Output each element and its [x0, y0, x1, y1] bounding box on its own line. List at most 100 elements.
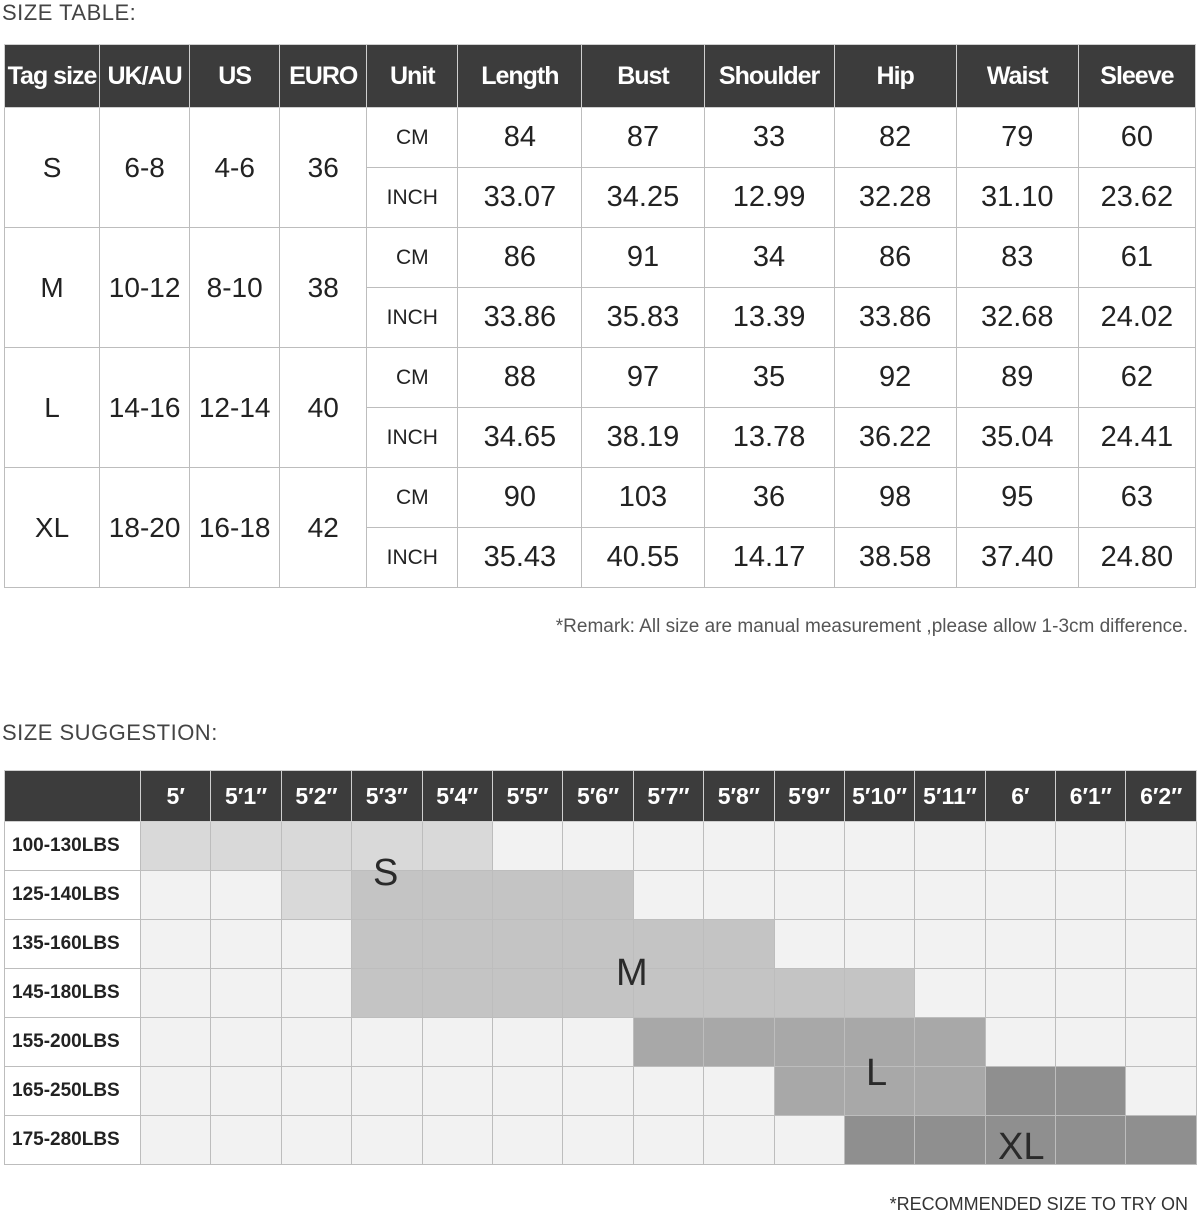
grid-cell-empty [210, 968, 282, 1018]
shoulder-cm-cell: 35 [703, 347, 835, 408]
hip-inch-cell: 36.22 [833, 407, 957, 468]
size-table-row: S 6-8 4-6 36 CM 84 87 33 82 79 60 [3, 107, 1197, 228]
grid-cell-size-s [210, 821, 282, 871]
hip-inch-cell: 33.86 [833, 287, 957, 348]
grid-cell-size-m [491, 919, 564, 969]
size-table-row: L 14-16 12-14 40 CM 88 97 35 92 89 62 [3, 347, 1197, 468]
grid-cell-size-xl [984, 1115, 1057, 1165]
length-cm-cell: 90 [457, 467, 583, 528]
height-header-cell: 5′5″ [491, 770, 564, 822]
length-cm-cell: 88 [457, 347, 583, 408]
waist-inch-cell: 31.10 [955, 167, 1079, 228]
header-hip: Hip [833, 44, 957, 108]
grid-cell-empty [843, 821, 916, 871]
tag-size-cell: S [3, 107, 101, 228]
sleeve-cm-cell: 61 [1077, 227, 1197, 288]
grid-cell-size-xl [1055, 1066, 1127, 1116]
grid-cell-size-l [773, 1017, 845, 1067]
grid-cell-size-xl [1055, 1115, 1127, 1165]
shoulder-cm-cell: 34 [703, 227, 835, 288]
bust-cm-cell: 103 [581, 467, 705, 528]
grid-cell-empty [632, 1115, 705, 1165]
grid-cell-empty [1055, 870, 1127, 920]
weight-label-cell: 175-280LBS [4, 1115, 141, 1165]
grid-cell-empty [210, 1066, 282, 1116]
grid-cell-empty [703, 870, 775, 920]
grid-cell-size-xl [1125, 1115, 1197, 1165]
height-header-cell: 5′4″ [421, 770, 493, 822]
hip-cm-cell: 98 [833, 467, 957, 528]
hip-cm-cell: 86 [833, 227, 957, 288]
grid-cell-size-m [491, 870, 564, 920]
length-inch-cell: 34.65 [457, 407, 583, 468]
size-region-label-l: L [866, 1052, 888, 1094]
weight-label-cell: 165-250LBS [4, 1066, 141, 1116]
grid-cell-empty [280, 1115, 353, 1165]
grid-cell-size-l [703, 1017, 775, 1067]
sleeve-cm-cell: 63 [1077, 467, 1197, 528]
unit-cell: INCH [366, 167, 459, 228]
height-header-cell: 6′2″ [1125, 770, 1197, 822]
grid-cell-empty [1055, 821, 1127, 871]
header-bust: Bust [581, 44, 705, 108]
grid-cell-empty [984, 821, 1057, 871]
grid-cell-empty [139, 1066, 212, 1116]
grid-cell-empty [632, 1066, 705, 1116]
grid-cell-empty [562, 821, 634, 871]
height-header-cell: 5′10″ [843, 770, 916, 822]
bust-cm-cell: 97 [581, 347, 705, 408]
shoulder-inch-cell: 13.78 [703, 407, 835, 468]
waist-cm-cell: 83 [955, 227, 1079, 288]
grid-cell-size-s [280, 870, 353, 920]
grid-cell-empty [1125, 968, 1197, 1018]
unit-cell: CM [366, 107, 459, 168]
waist-inch-cell: 37.40 [955, 527, 1079, 588]
waist-cm-cell: 95 [955, 467, 1079, 528]
grid-cell-empty [1125, 1017, 1197, 1067]
grid-cell-empty [773, 919, 845, 969]
size-suggestion-table: 5′ 5′1″ 5′2″ 5′3″ 5′4″ 5′5″ 5′6″ 5′7″ 5′8″ 5′9″ 5′… [4, 770, 1197, 1165]
size-suggestion-title: SIZE SUGGESTION: [2, 720, 218, 745]
height-header-cell: 5′2″ [280, 770, 353, 822]
sleeve-inch-cell: 24.02 [1077, 287, 1197, 348]
size-region-label-s: S [373, 852, 399, 894]
suggestion-header-row: 5′ 5′1″ 5′2″ 5′3″ 5′4″ 5′5″ 5′6″ 5′7″ 5′8″ 5′9″ 5′… [4, 770, 1197, 822]
grid-cell-size-m [351, 919, 423, 969]
unit-cell: CM [366, 347, 459, 408]
grid-cell-empty [984, 1017, 1057, 1067]
waist-inch-cell: 35.04 [955, 407, 1079, 468]
grid-cell-size-l [632, 1017, 705, 1067]
length-inch-cell: 33.86 [457, 287, 583, 348]
grid-cell-empty [280, 919, 353, 969]
grid-cell-empty [773, 1115, 845, 1165]
grid-cell-size-m [562, 919, 634, 969]
grid-cell-empty [1125, 1066, 1197, 1116]
size-table-row: INCH 34.65 38.19 13.78 36.22 35.04 24.41 [5, 407, 1197, 468]
grid-cell-empty [210, 870, 282, 920]
unit-cell: CM [366, 467, 459, 528]
grid-cell-empty [773, 821, 845, 871]
uk-au-cell: 14-16 [99, 347, 191, 468]
grid-cell-empty [984, 919, 1057, 969]
suggestion-row: 125-140LBS [4, 870, 1197, 920]
uk-au-cell: 6-8 [99, 107, 191, 228]
grid-cell-empty [1055, 968, 1127, 1018]
sleeve-cm-cell: 60 [1077, 107, 1197, 168]
grid-cell-size-m [491, 968, 564, 1018]
grid-cell-empty [1125, 919, 1197, 969]
height-header-cell: 5′ [139, 770, 212, 822]
grid-cell-empty [703, 1066, 775, 1116]
grid-cell-empty [139, 1017, 212, 1067]
size-table-row: M 10-12 8-10 38 CM 86 91 34 86 83 61 [3, 227, 1197, 348]
waist-cm-cell: 79 [955, 107, 1079, 168]
grid-cell-empty [280, 968, 353, 1018]
header-sleeve: Sleeve [1077, 44, 1197, 108]
grid-cell-size-s [351, 821, 423, 871]
grid-cell-size-l [914, 1017, 986, 1067]
grid-cell-size-s [139, 821, 212, 871]
bust-inch-cell: 35.83 [581, 287, 705, 348]
grid-cell-empty [703, 1115, 775, 1165]
waist-inch-cell: 32.68 [955, 287, 1079, 348]
grid-cell-empty [139, 870, 212, 920]
grid-cell-empty [562, 1017, 634, 1067]
